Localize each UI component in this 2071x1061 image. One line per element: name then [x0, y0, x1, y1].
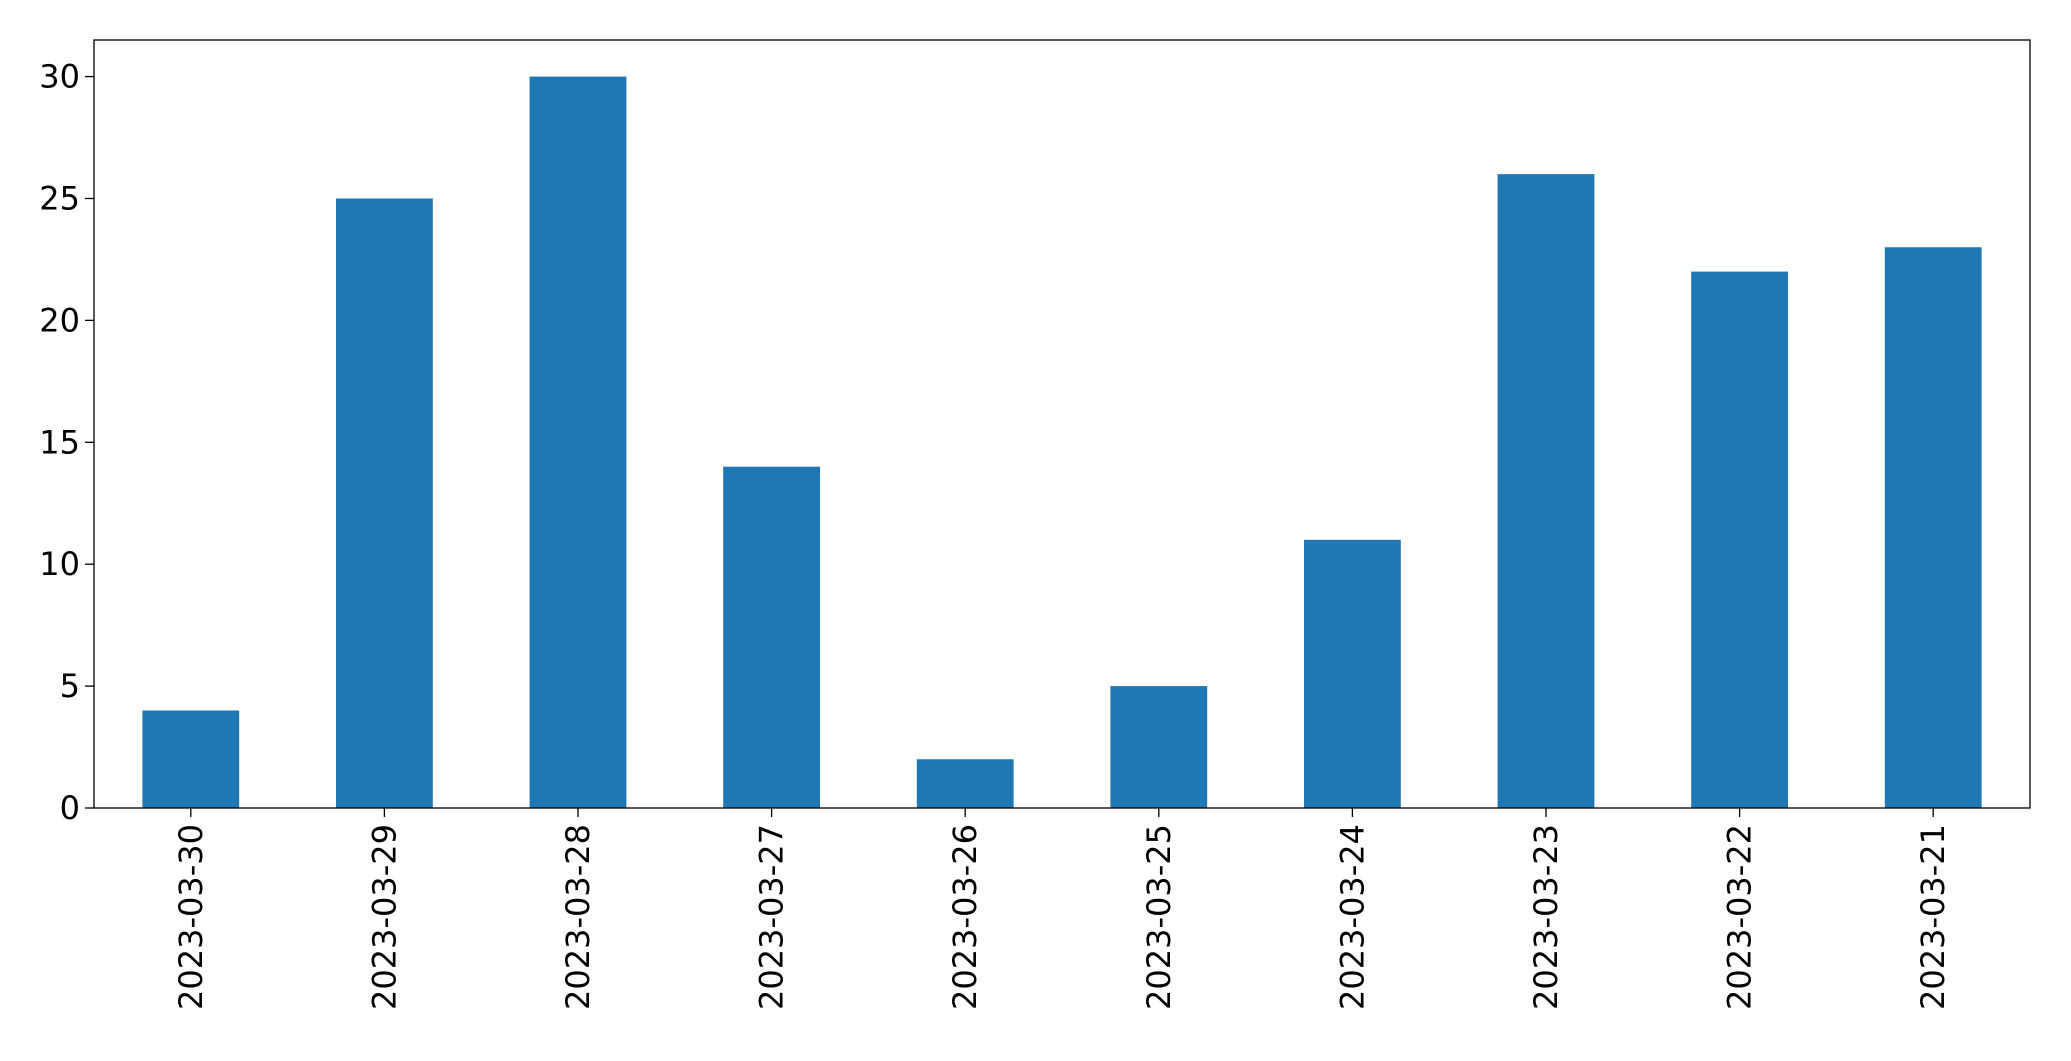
bar [529, 76, 627, 809]
y-tick-label: 5 [60, 667, 80, 705]
bar [723, 466, 820, 808]
y-tick-label: 0 [60, 789, 80, 827]
y-tick-label: 25 [39, 179, 80, 217]
bar [1304, 539, 1401, 808]
bar [142, 710, 240, 808]
bar [1497, 174, 1595, 809]
x-tick-label: 2023-03-25 [1140, 824, 1178, 1010]
bar [336, 198, 433, 808]
y-tick-label: 30 [39, 58, 80, 96]
bar [1884, 247, 1982, 808]
x-tick-label: 2023-03-21 [1914, 824, 1952, 1010]
x-tick-label: 2023-03-23 [1527, 824, 1565, 1010]
x-tick-label: 2023-03-30 [172, 824, 210, 1010]
x-tick-label: 2023-03-22 [1721, 824, 1759, 1010]
y-tick-label: 10 [39, 545, 80, 583]
bar [916, 759, 1014, 808]
x-tick-label: 2023-03-26 [946, 824, 984, 1010]
x-tick-label: 2023-03-29 [365, 824, 403, 1010]
x-tick-label: 2023-03-24 [1333, 824, 1371, 1010]
bar [1110, 686, 1208, 808]
y-tick-label: 15 [39, 423, 80, 461]
bar [1691, 271, 1788, 809]
plot-frame [93, 39, 2031, 809]
x-tick-label: 2023-03-27 [753, 824, 791, 1010]
y-tick-label: 20 [39, 301, 80, 339]
x-tick-label: 2023-03-28 [559, 824, 597, 1010]
